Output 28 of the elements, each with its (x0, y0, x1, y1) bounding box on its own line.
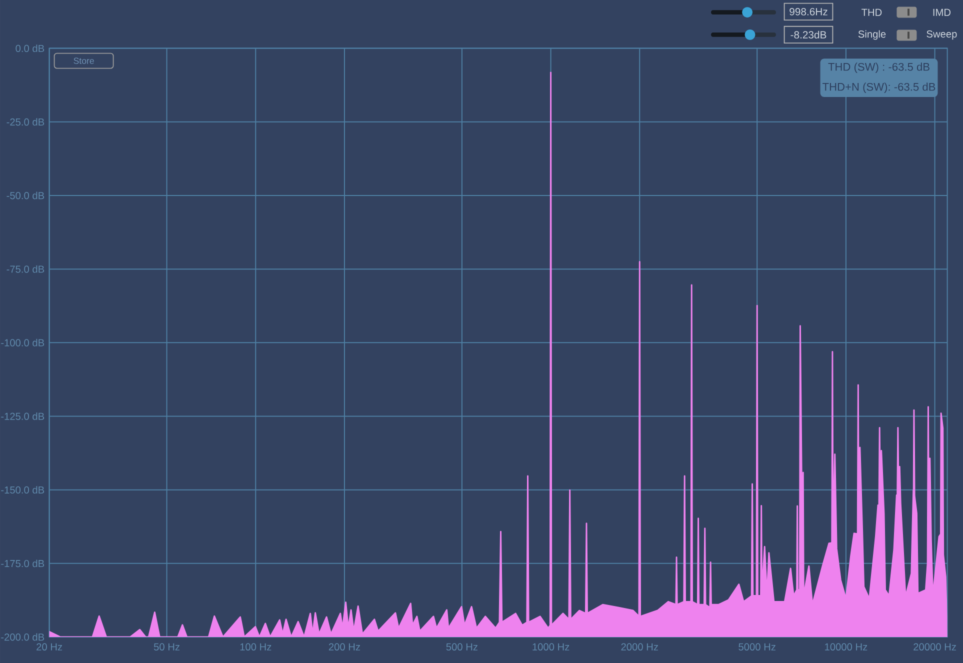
y-tick-label: 0.0 dB (16, 44, 44, 52)
x-tick-label: 20000 Hz (914, 643, 956, 650)
text: THD (862, 8, 882, 16)
annotation: THD (SW) : -63.5 dB (828, 62, 930, 73)
y-tick-label: -150.0 dB (1, 486, 44, 494)
x-tick-label: 10000 Hz (825, 643, 868, 650)
y-tick-label: -125.0 dB (1, 412, 44, 420)
x-tick-label: 100 Hz (240, 643, 272, 650)
y-tick-label: -100.0 dB (1, 338, 44, 346)
text: Single (858, 30, 886, 40)
x-tick-label: 5000 Hz (738, 643, 776, 650)
annotation: THD+N (SW): -63.5 dB (822, 82, 936, 93)
text: -8.23dB (790, 30, 826, 39)
y-tick-label: -175.0 dB (1, 560, 44, 568)
x-tick-label: 20 Hz (36, 643, 62, 650)
y-tick-label: -75.0 dB (6, 265, 44, 273)
text: 998.6Hz (790, 8, 828, 16)
y-tick-label: -200.0 dB (1, 633, 44, 641)
text: Sweep (926, 30, 957, 40)
x-tick-label: 1000 Hz (532, 643, 570, 650)
y-tick-label: -25.0 dB (6, 118, 44, 126)
x-tick-label: 500 Hz (446, 643, 478, 650)
y-tick-label: -50.0 dB (6, 192, 44, 200)
text: IMD (933, 8, 951, 16)
x-tick-label: 50 Hz (154, 643, 180, 650)
x-tick-label: 2000 Hz (621, 643, 658, 650)
x-tick-label: 200 Hz (328, 643, 360, 650)
annotation: Store (74, 58, 94, 64)
